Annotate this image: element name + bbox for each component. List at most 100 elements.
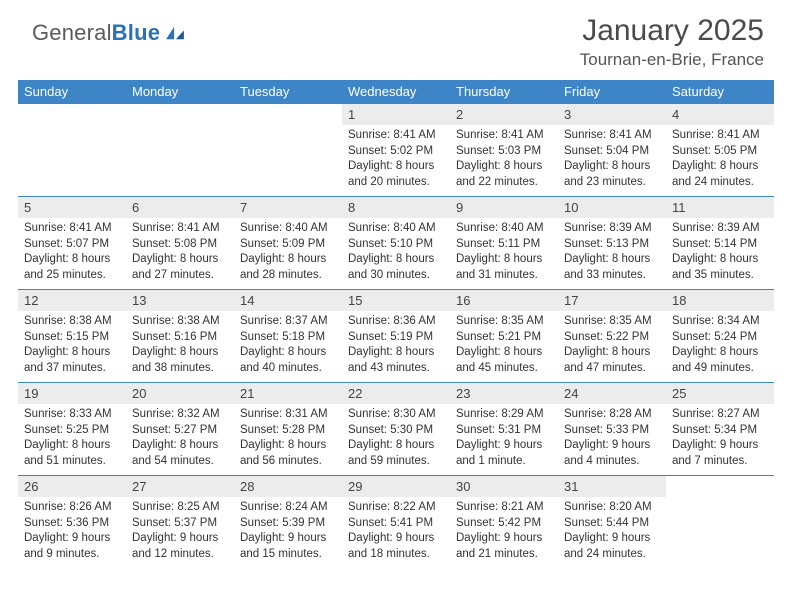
day-number: 14 — [234, 289, 342, 311]
sunset-line: Sunset: 5:14 PM — [672, 237, 768, 253]
daylight-line: Daylight: 9 hours and 7 minutes. — [672, 438, 768, 469]
calendar-cell: 31Sunrise: 8:20 AMSunset: 5:44 PMDayligh… — [558, 475, 666, 568]
day-number: 31 — [558, 475, 666, 497]
day-number-empty — [126, 103, 234, 125]
calendar-cell: 22Sunrise: 8:30 AMSunset: 5:30 PMDayligh… — [342, 382, 450, 475]
sunrise-line: Sunrise: 8:41 AM — [348, 128, 444, 144]
day-body: Sunrise: 8:33 AMSunset: 5:25 PMDaylight:… — [18, 404, 126, 475]
day-body: Sunrise: 8:30 AMSunset: 5:30 PMDaylight:… — [342, 404, 450, 475]
daylight-line: Daylight: 9 hours and 1 minute. — [456, 438, 552, 469]
calendar-cell — [234, 103, 342, 196]
daylight-line: Daylight: 9 hours and 15 minutes. — [240, 531, 336, 562]
calendar-table: SundayMondayTuesdayWednesdayThursdayFrid… — [18, 80, 774, 568]
sunrise-line: Sunrise: 8:39 AM — [672, 221, 768, 237]
day-header: Monday — [126, 80, 234, 103]
day-number: 11 — [666, 196, 774, 218]
daylight-line: Daylight: 8 hours and 23 minutes. — [564, 159, 660, 190]
day-body: Sunrise: 8:41 AMSunset: 5:08 PMDaylight:… — [126, 218, 234, 289]
day-number: 24 — [558, 382, 666, 404]
sunset-line: Sunset: 5:16 PM — [132, 330, 228, 346]
daylight-line: Daylight: 8 hours and 28 minutes. — [240, 252, 336, 283]
daylight-line: Daylight: 8 hours and 43 minutes. — [348, 345, 444, 376]
sunset-line: Sunset: 5:37 PM — [132, 516, 228, 532]
day-body: Sunrise: 8:41 AMSunset: 5:07 PMDaylight:… — [18, 218, 126, 289]
day-body: Sunrise: 8:40 AMSunset: 5:10 PMDaylight:… — [342, 218, 450, 289]
calendar-cell — [18, 103, 126, 196]
calendar-head: SundayMondayTuesdayWednesdayThursdayFrid… — [18, 80, 774, 103]
sunset-line: Sunset: 5:05 PM — [672, 144, 768, 160]
sunset-line: Sunset: 5:15 PM — [24, 330, 120, 346]
day-body: Sunrise: 8:39 AMSunset: 5:14 PMDaylight:… — [666, 218, 774, 289]
calendar-week: 19Sunrise: 8:33 AMSunset: 5:25 PMDayligh… — [18, 382, 774, 475]
sunset-line: Sunset: 5:30 PM — [348, 423, 444, 439]
calendar-cell — [666, 475, 774, 568]
day-number: 5 — [18, 196, 126, 218]
day-body: Sunrise: 8:36 AMSunset: 5:19 PMDaylight:… — [342, 311, 450, 382]
daylight-line: Daylight: 8 hours and 31 minutes. — [456, 252, 552, 283]
sunset-line: Sunset: 5:33 PM — [564, 423, 660, 439]
day-number-empty — [18, 103, 126, 125]
day-number-empty — [666, 475, 774, 497]
daylight-line: Daylight: 8 hours and 37 minutes. — [24, 345, 120, 376]
day-body: Sunrise: 8:35 AMSunset: 5:22 PMDaylight:… — [558, 311, 666, 382]
day-body: Sunrise: 8:38 AMSunset: 5:16 PMDaylight:… — [126, 311, 234, 382]
daylight-line: Daylight: 8 hours and 47 minutes. — [564, 345, 660, 376]
calendar-cell: 20Sunrise: 8:32 AMSunset: 5:27 PMDayligh… — [126, 382, 234, 475]
day-body: Sunrise: 8:32 AMSunset: 5:27 PMDaylight:… — [126, 404, 234, 475]
sunrise-line: Sunrise: 8:33 AM — [24, 407, 120, 423]
day-number: 13 — [126, 289, 234, 311]
sunset-line: Sunset: 5:34 PM — [672, 423, 768, 439]
daylight-line: Daylight: 8 hours and 20 minutes. — [348, 159, 444, 190]
day-header: Tuesday — [234, 80, 342, 103]
calendar-week: 26Sunrise: 8:26 AMSunset: 5:36 PMDayligh… — [18, 475, 774, 568]
calendar-cell: 4Sunrise: 8:41 AMSunset: 5:05 PMDaylight… — [666, 103, 774, 196]
calendar-cell: 14Sunrise: 8:37 AMSunset: 5:18 PMDayligh… — [234, 289, 342, 382]
day-body: Sunrise: 8:29 AMSunset: 5:31 PMDaylight:… — [450, 404, 558, 475]
daylight-line: Daylight: 9 hours and 18 minutes. — [348, 531, 444, 562]
sunrise-line: Sunrise: 8:29 AM — [456, 407, 552, 423]
calendar-cell: 23Sunrise: 8:29 AMSunset: 5:31 PMDayligh… — [450, 382, 558, 475]
daylight-line: Daylight: 8 hours and 40 minutes. — [240, 345, 336, 376]
day-body: Sunrise: 8:41 AMSunset: 5:05 PMDaylight:… — [666, 125, 774, 196]
day-body: Sunrise: 8:35 AMSunset: 5:21 PMDaylight:… — [450, 311, 558, 382]
sunrise-line: Sunrise: 8:34 AM — [672, 314, 768, 330]
day-number: 26 — [18, 475, 126, 497]
day-body: Sunrise: 8:22 AMSunset: 5:41 PMDaylight:… — [342, 497, 450, 568]
sunset-line: Sunset: 5:09 PM — [240, 237, 336, 253]
calendar-cell: 12Sunrise: 8:38 AMSunset: 5:15 PMDayligh… — [18, 289, 126, 382]
day-number: 20 — [126, 382, 234, 404]
calendar-cell: 28Sunrise: 8:24 AMSunset: 5:39 PMDayligh… — [234, 475, 342, 568]
sunset-line: Sunset: 5:04 PM — [564, 144, 660, 160]
day-number: 22 — [342, 382, 450, 404]
calendar-cell: 15Sunrise: 8:36 AMSunset: 5:19 PMDayligh… — [342, 289, 450, 382]
calendar-cell: 7Sunrise: 8:40 AMSunset: 5:09 PMDaylight… — [234, 196, 342, 289]
day-body: Sunrise: 8:41 AMSunset: 5:04 PMDaylight:… — [558, 125, 666, 196]
day-body: Sunrise: 8:28 AMSunset: 5:33 PMDaylight:… — [558, 404, 666, 475]
daylight-line: Daylight: 8 hours and 54 minutes. — [132, 438, 228, 469]
day-number: 10 — [558, 196, 666, 218]
calendar-cell: 16Sunrise: 8:35 AMSunset: 5:21 PMDayligh… — [450, 289, 558, 382]
daylight-line: Daylight: 8 hours and 30 minutes. — [348, 252, 444, 283]
day-body: Sunrise: 8:21 AMSunset: 5:42 PMDaylight:… — [450, 497, 558, 568]
calendar-cell: 8Sunrise: 8:40 AMSunset: 5:10 PMDaylight… — [342, 196, 450, 289]
calendar-cell: 26Sunrise: 8:26 AMSunset: 5:36 PMDayligh… — [18, 475, 126, 568]
day-number-empty — [234, 103, 342, 125]
calendar-cell: 1Sunrise: 8:41 AMSunset: 5:02 PMDaylight… — [342, 103, 450, 196]
daylight-line: Daylight: 8 hours and 24 minutes. — [672, 159, 768, 190]
day-body: Sunrise: 8:39 AMSunset: 5:13 PMDaylight:… — [558, 218, 666, 289]
day-number: 30 — [450, 475, 558, 497]
sunrise-line: Sunrise: 8:41 AM — [456, 128, 552, 144]
sunset-line: Sunset: 5:24 PM — [672, 330, 768, 346]
sunrise-line: Sunrise: 8:35 AM — [564, 314, 660, 330]
day-header: Friday — [558, 80, 666, 103]
page-subtitle: Tournan-en-Brie, France — [580, 50, 764, 70]
day-header: Sunday — [18, 80, 126, 103]
day-body: Sunrise: 8:26 AMSunset: 5:36 PMDaylight:… — [18, 497, 126, 568]
calendar-week: 5Sunrise: 8:41 AMSunset: 5:07 PMDaylight… — [18, 196, 774, 289]
calendar-cell: 17Sunrise: 8:35 AMSunset: 5:22 PMDayligh… — [558, 289, 666, 382]
day-body: Sunrise: 8:25 AMSunset: 5:37 PMDaylight:… — [126, 497, 234, 568]
daylight-line: Daylight: 8 hours and 49 minutes. — [672, 345, 768, 376]
sunrise-line: Sunrise: 8:40 AM — [348, 221, 444, 237]
sunrise-line: Sunrise: 8:21 AM — [456, 500, 552, 516]
sunrise-line: Sunrise: 8:35 AM — [456, 314, 552, 330]
